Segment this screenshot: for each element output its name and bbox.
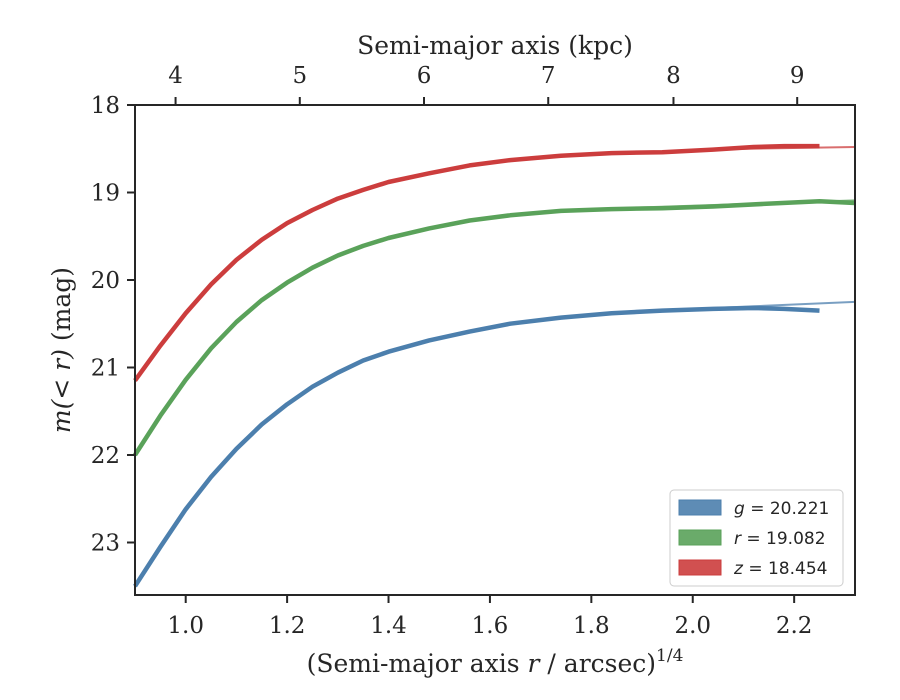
- plot-frame: [134, 104, 856, 596]
- legend: g = 20.221 r = 19.082 z = 18.454: [669, 489, 844, 587]
- top-x-tick-label: 7: [541, 63, 556, 89]
- legend-swatch-g: [678, 499, 722, 516]
- x-tick-label: 1.0: [167, 613, 204, 639]
- legend-swatch-r: [678, 529, 722, 546]
- top-x-tick-label: 5: [292, 63, 307, 89]
- legend-label-z: z = 18.454: [733, 559, 827, 579]
- x-tick-label: 1.6: [472, 613, 509, 639]
- curves-layer: [133, 143, 856, 588]
- top-x-tick-label: 6: [417, 63, 432, 89]
- top-x-tick-label: 8: [666, 63, 681, 89]
- x-tick-label: 2.0: [674, 613, 711, 639]
- y-tick-label: 21: [91, 356, 120, 382]
- x-tick-label: 1.2: [269, 613, 306, 639]
- x-tick-label: 1.4: [370, 613, 407, 639]
- x-tick-label: 2.2: [776, 613, 813, 639]
- y-axis-label: m(< r) (mag): [47, 267, 76, 433]
- y-tick-label: 18: [91, 93, 120, 119]
- legend-label-g: g = 20.221: [734, 499, 829, 519]
- legend-label-r: r = 19.082: [734, 529, 826, 549]
- top-x-tick-label: 4: [168, 63, 183, 89]
- top-x-tick-label: 9: [790, 63, 805, 89]
- series-r-line: [133, 199, 856, 457]
- legend-swatch-z: [678, 559, 722, 576]
- top-x-ticks: 4 5 6 7 8 9: [168, 63, 805, 105]
- y-tick-label: 20: [91, 268, 120, 294]
- y-tick-label: 22: [91, 443, 120, 469]
- left-y-ticks: 18 19 20 21 22 23: [91, 93, 135, 557]
- x-axis-label: (Semi-major axis r / arcsec)1/4: [307, 646, 684, 678]
- series-z-line: [133, 143, 820, 382]
- top-x-axis-label: Semi-major axis (kpc): [357, 31, 633, 60]
- bottom-x-ticks: 1.0 1.2 1.4 1.6 1.8 2.0 2.2: [167, 595, 812, 639]
- x-tick-label: 1.8: [573, 613, 610, 639]
- series-g-line: [133, 305, 820, 588]
- y-tick-label: 19: [91, 181, 120, 207]
- y-tick-label: 23: [91, 531, 120, 557]
